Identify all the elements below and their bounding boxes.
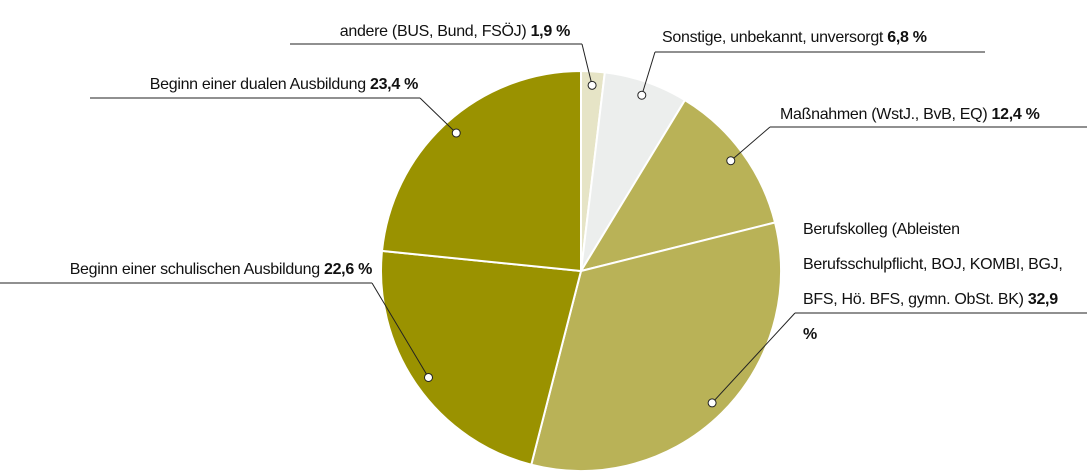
leader-dot <box>587 80 597 90</box>
leader-line <box>371 282 429 378</box>
slice-label: Berufskolleg (Ableisten Berufsschulpflic… <box>803 212 1068 352</box>
value-label: 22,6 % <box>323 261 372 278</box>
category-label: Maßnahmen (WstJ., BvB, EQ) <box>780 106 988 123</box>
slice-label: Maßnahmen (WstJ., BvB, EQ) 12,4 % <box>780 97 1087 132</box>
leader-dot <box>726 156 736 166</box>
pie-slice <box>578 98 777 273</box>
category-label: Sonstige, unbekannt, unversorgt <box>662 29 884 46</box>
leader-line <box>419 97 457 134</box>
value-label: 32,9 % <box>803 291 1058 343</box>
leader-dot <box>423 372 433 382</box>
leader-line <box>730 126 771 162</box>
leader-dot <box>637 90 647 100</box>
category-label: Berufskolleg (Ableisten Berufsschulpflic… <box>803 221 1063 308</box>
slice-label: Sonstige, unbekannt, unversorgt 6,8 % <box>662 20 992 55</box>
leader-line <box>711 312 796 404</box>
pie-slice <box>380 69 582 273</box>
category-label: Beginn einer schulischen Ausbildung <box>69 261 320 278</box>
value-label: 6,8 % <box>887 29 927 46</box>
value-label: 12,4 % <box>991 106 1040 123</box>
leader-line <box>581 43 593 86</box>
slice-label: Beginn einer dualen Ausbildung 23,4 % <box>90 67 419 102</box>
slice-label: andere (BUS, Bund, FSÖJ) 1,9 % <box>290 14 571 49</box>
category-label: andere (BUS, Bund, FSÖJ) <box>339 23 527 40</box>
pie-slice <box>380 249 583 466</box>
leader-line <box>641 51 656 96</box>
category-label: Beginn einer dualen Ausbildung <box>149 76 366 93</box>
leader-dot <box>707 398 717 408</box>
value-label: 1,9 % <box>530 23 571 40</box>
value-label: 23,4 % <box>369 76 418 93</box>
leader-dot <box>451 128 461 138</box>
slice-label: Beginn einer schulischen Ausbildung 22,6… <box>0 252 373 287</box>
pie-slice <box>530 221 782 472</box>
